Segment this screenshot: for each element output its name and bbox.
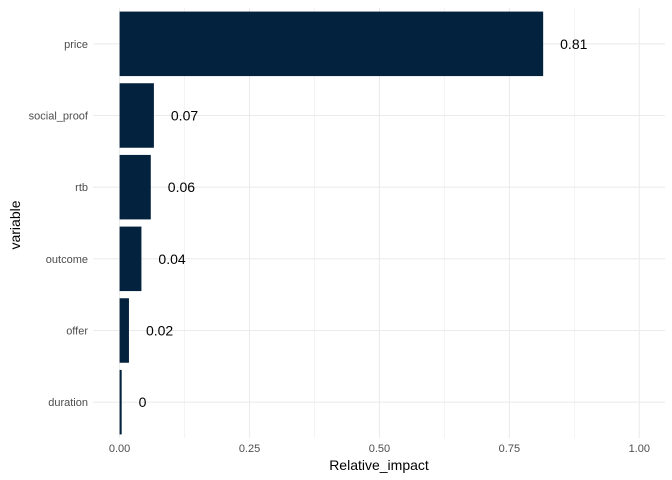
- bar-social-proof: [119, 83, 154, 148]
- x-tick-label: 0.75: [499, 443, 520, 455]
- data-label-social-proof: 0.07: [171, 108, 198, 124]
- data-label-rtb: 0.06: [168, 179, 195, 195]
- bars: [119, 11, 544, 435]
- bar-duration: [119, 369, 122, 435]
- x-tick-label: 1.00: [629, 443, 650, 455]
- y-tick-label: price: [64, 39, 88, 51]
- y-tick-label: rtb: [75, 182, 88, 194]
- data-labels: 0.81 0.07 0.06 0.04 0.02 0: [139, 36, 588, 410]
- x-tick-label: 0.00: [109, 443, 130, 455]
- x-tick-label: 0.25: [239, 443, 260, 455]
- x-tick-label: 0.50: [369, 443, 390, 455]
- data-label-duration: 0: [139, 394, 147, 410]
- y-tick-label: offer: [66, 326, 88, 338]
- y-axis-title: variable: [7, 200, 23, 249]
- y-tick-label: duration: [48, 397, 88, 409]
- bar-offer: [119, 298, 129, 363]
- x-axis-tick-labels: 0.00 0.25 0.50 0.75 1.00: [109, 443, 650, 455]
- y-tick-label: social_proof: [29, 111, 89, 123]
- bar-outcome: [119, 226, 142, 292]
- grid-lines: [93, 8, 665, 438]
- x-axis-title: Relative_impact: [329, 457, 429, 473]
- bar-price: [119, 11, 544, 77]
- data-label-price: 0.81: [560, 36, 587, 52]
- data-label-outcome: 0.04: [158, 251, 185, 267]
- bar-rtb: [119, 154, 151, 220]
- y-tick-label: outcome: [46, 254, 88, 266]
- data-label-offer: 0.02: [146, 323, 173, 339]
